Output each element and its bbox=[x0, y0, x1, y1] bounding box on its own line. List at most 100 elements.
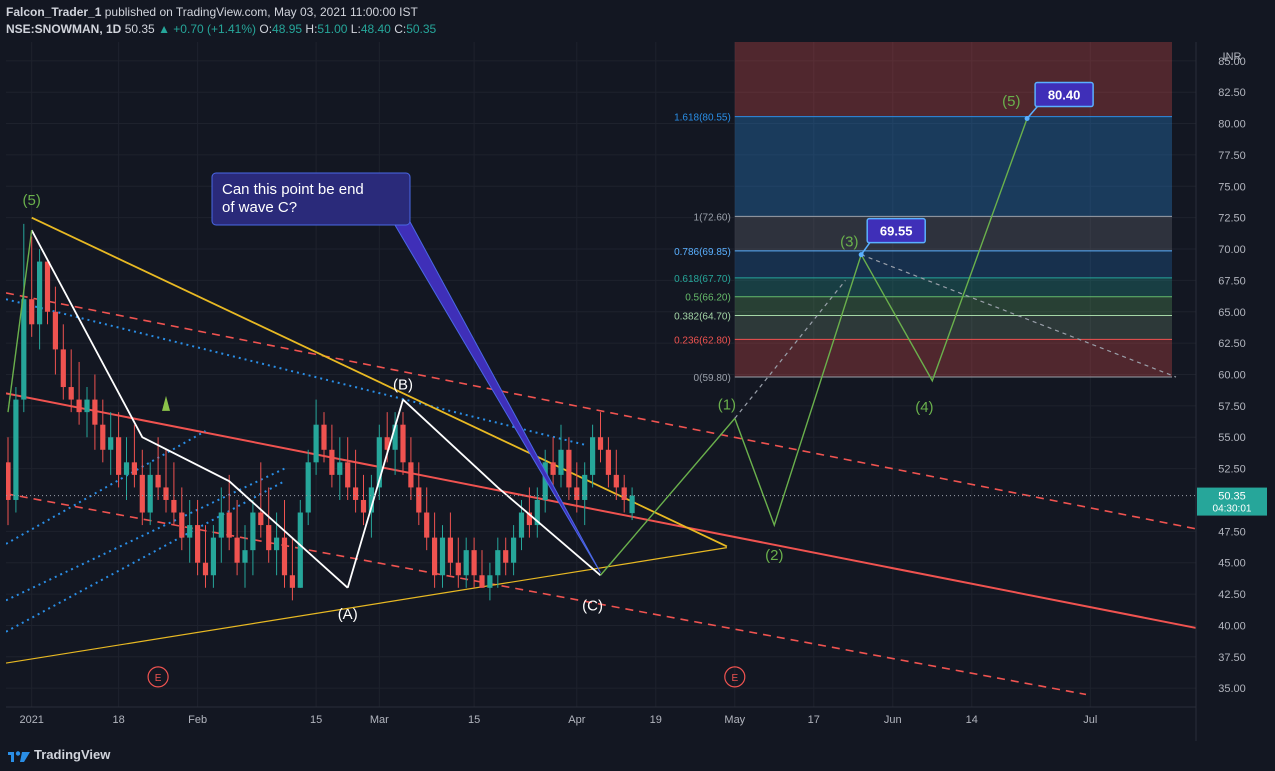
low-label: L: bbox=[350, 22, 361, 36]
candle-body bbox=[147, 474, 153, 513]
candle-body bbox=[218, 512, 224, 538]
candle-body bbox=[274, 537, 280, 551]
last-price: 50.35 bbox=[124, 22, 155, 36]
fib-level-label: 0.236(62.80) bbox=[674, 335, 731, 346]
candle-body bbox=[455, 562, 461, 576]
currency-label: INR bbox=[1223, 51, 1242, 63]
time-axis-label: Feb bbox=[188, 714, 207, 726]
price-axis-label: 70.00 bbox=[1218, 244, 1246, 256]
chart-area[interactable]: 1.618(80.55) 1(72.60) 0.786(69.85) 0.618(67… bbox=[6, 42, 1269, 748]
candle-body bbox=[447, 537, 453, 563]
wave-label-a: (A) bbox=[338, 606, 358, 623]
candle-body bbox=[131, 462, 137, 475]
earnings-marker bbox=[147, 666, 169, 688]
candle-body bbox=[242, 550, 248, 563]
current-price-badge bbox=[1197, 487, 1267, 516]
candle-body bbox=[613, 474, 619, 488]
candle-body bbox=[305, 462, 311, 513]
candle-body bbox=[550, 462, 556, 475]
channel-mid-line bbox=[6, 392, 1197, 629]
candle-body bbox=[250, 512, 256, 551]
fib-zone-0382 bbox=[734, 296, 1172, 316]
wave-a-line bbox=[30, 229, 349, 589]
candle-body bbox=[416, 487, 422, 513]
price-axis-label: 75.00 bbox=[1218, 181, 1246, 193]
price-axis-label: 45.00 bbox=[1218, 558, 1246, 570]
triangle-upper-line bbox=[31, 216, 728, 548]
old-wave-5-line bbox=[7, 230, 33, 413]
candle-body bbox=[116, 437, 122, 475]
target5-label-box bbox=[1034, 81, 1094, 108]
time-axis-label: Mar bbox=[370, 714, 389, 726]
candle-body bbox=[321, 424, 327, 450]
price-axis-label: 55.00 bbox=[1218, 432, 1246, 444]
candle-body bbox=[155, 474, 161, 488]
time-axis-label: 17 bbox=[808, 714, 820, 726]
target3-point bbox=[858, 252, 864, 258]
candle-body bbox=[100, 424, 106, 450]
candle-body bbox=[52, 311, 58, 350]
candle-body bbox=[424, 512, 430, 538]
candle-body bbox=[210, 537, 216, 576]
time-axis-label: Apr bbox=[568, 714, 585, 726]
price-axis-label: 67.50 bbox=[1218, 275, 1246, 287]
author-name[interactable]: Falcon_Trader_1 bbox=[6, 5, 102, 19]
candle-body bbox=[84, 399, 90, 413]
candle-body bbox=[534, 499, 540, 526]
candle-body bbox=[171, 499, 177, 513]
candle-body bbox=[139, 474, 145, 513]
wave-label-c: (C) bbox=[582, 597, 603, 614]
time-axis-label: 15 bbox=[310, 714, 322, 726]
candle-body bbox=[44, 261, 51, 312]
candle-body bbox=[195, 525, 201, 563]
earnings-marker-label: E bbox=[155, 673, 162, 684]
published-text: published on TradingView.com, May 03, 20… bbox=[104, 5, 418, 19]
wave-label-4: (4) bbox=[915, 399, 933, 416]
wave-label-2: (2) bbox=[765, 547, 783, 564]
candle-body bbox=[297, 512, 303, 588]
target5-point bbox=[1024, 116, 1030, 122]
fib-zone-extension bbox=[734, 116, 1172, 217]
price-axis-label: 60.00 bbox=[1218, 370, 1246, 382]
price-axis-label: 82.50 bbox=[1218, 87, 1246, 99]
blue-dotted-fan-1 bbox=[6, 430, 206, 545]
time-axis-label: 15 bbox=[468, 714, 480, 726]
candle-body bbox=[360, 499, 367, 513]
candle-body bbox=[13, 399, 19, 500]
candle-body bbox=[518, 512, 525, 538]
candle-body bbox=[226, 512, 232, 538]
candle-body bbox=[408, 462, 414, 488]
tradingview-logo[interactable]: TradingView bbox=[8, 747, 110, 762]
projected-impulse-line bbox=[599, 118, 1028, 576]
wave-b-line bbox=[346, 399, 404, 589]
target3-label: 69.55 bbox=[880, 224, 913, 239]
candle-body bbox=[123, 462, 130, 475]
fib-zone-0786 bbox=[734, 216, 1172, 251]
callout-text-line2: of wave C? bbox=[222, 199, 297, 216]
time-axis-label: 19 bbox=[650, 714, 662, 726]
price-axis-label: 52.50 bbox=[1218, 464, 1246, 476]
candle-body bbox=[337, 462, 343, 475]
fib-level-label: 0.5(66.20) bbox=[685, 293, 731, 304]
candle-body bbox=[558, 449, 564, 475]
ohlc-line: NSE:SNOWMAN, 1D 50.35 ▲ +0.70 (+1.41%) O… bbox=[6, 22, 436, 36]
close-value: 50.35 bbox=[406, 22, 437, 36]
fib-zone-top bbox=[734, 42, 1172, 117]
candle-body bbox=[495, 550, 501, 576]
candle-body bbox=[6, 462, 11, 500]
candle-body bbox=[503, 550, 509, 563]
price-chart[interactable]: 1.618(80.55) 1(72.60) 0.786(69.85) 0.618(67… bbox=[6, 42, 1269, 748]
price-axis-label: 57.50 bbox=[1218, 401, 1246, 413]
fib-level-label: 0.618(67.70) bbox=[674, 274, 731, 285]
candle-body bbox=[187, 525, 193, 538]
candle-body bbox=[487, 575, 493, 588]
symbol-label[interactable]: NSE:SNOWMAN, 1D bbox=[6, 22, 122, 36]
current-price-label: 50.35 bbox=[1218, 491, 1246, 503]
fib-level-label: 0.382(64.70) bbox=[674, 312, 731, 323]
channel-lower-dashed bbox=[6, 492, 1087, 696]
candle-body bbox=[384, 437, 390, 450]
candle-body bbox=[289, 575, 295, 588]
wave-label-3: (3) bbox=[840, 234, 858, 251]
candle-body bbox=[60, 349, 66, 388]
candle-body bbox=[400, 424, 406, 463]
